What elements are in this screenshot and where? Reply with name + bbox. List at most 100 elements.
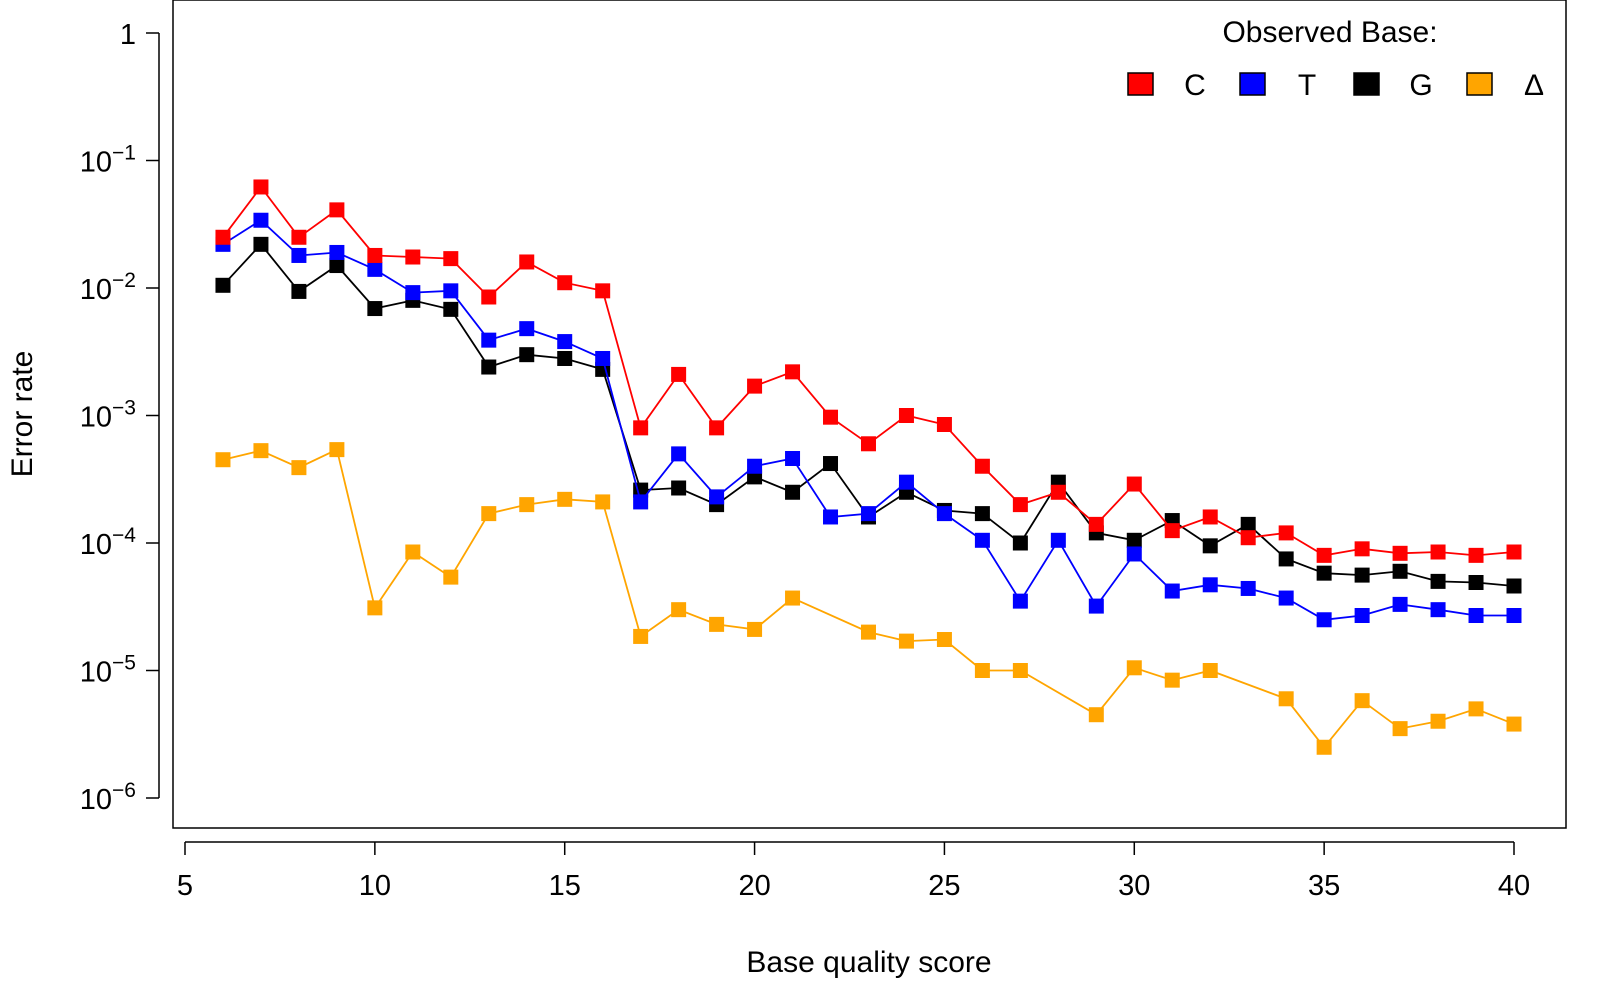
data-point	[1088, 707, 1104, 723]
data-point	[1506, 578, 1522, 594]
data-point	[785, 450, 801, 466]
data-point	[443, 301, 459, 317]
data-point	[291, 460, 307, 476]
data-point	[367, 301, 383, 317]
data-point	[443, 569, 459, 585]
data-point	[443, 283, 459, 299]
data-point	[709, 489, 725, 505]
data-point	[1506, 544, 1522, 560]
data-point	[671, 602, 687, 618]
series-t	[215, 212, 1522, 628]
data-point	[785, 484, 801, 500]
y-tick-label: 10−5	[80, 652, 136, 689]
data-point	[823, 456, 839, 472]
data-point	[1240, 530, 1256, 546]
data-point	[481, 506, 497, 522]
data-point	[1088, 598, 1104, 614]
legend-label: Δ	[1524, 69, 1544, 102]
data-point	[405, 249, 421, 265]
data-point	[1468, 701, 1484, 717]
data-point	[1202, 509, 1218, 525]
data-point	[1050, 532, 1066, 548]
data-point	[1126, 546, 1142, 562]
legend: Observed Base: C T G Δ	[1127, 16, 1544, 102]
data-point	[595, 283, 611, 299]
data-point	[785, 364, 801, 380]
data-point	[215, 277, 231, 293]
legend-swatch	[1353, 72, 1380, 96]
data-point	[1012, 593, 1028, 609]
data-point	[557, 334, 573, 350]
x-tick-label: 20	[738, 870, 770, 902]
legend-item: G	[1353, 69, 1433, 102]
y-tick-label: 10−3	[80, 397, 136, 434]
legend-item: T	[1239, 69, 1316, 102]
data-point	[1354, 567, 1370, 583]
y-tick-label: 10−2	[80, 269, 136, 306]
data-point	[709, 616, 725, 632]
legend-swatch	[1127, 72, 1154, 96]
data-point	[519, 347, 535, 363]
data-point	[747, 621, 763, 637]
data-point	[557, 350, 573, 366]
data-point	[367, 247, 383, 263]
data-point	[860, 506, 876, 522]
data-point	[1392, 545, 1408, 561]
data-point	[519, 321, 535, 337]
data-point	[898, 633, 914, 649]
x-tick-label: 15	[549, 870, 581, 902]
data-point	[747, 458, 763, 474]
legend-label: T	[1298, 69, 1316, 102]
data-point	[633, 628, 649, 644]
data-point	[481, 289, 497, 305]
legend-label: C	[1184, 69, 1206, 102]
data-point	[898, 408, 914, 423]
plot-frame	[172, 0, 1567, 829]
data-point	[1164, 583, 1180, 599]
data-point	[329, 202, 345, 218]
series-delta	[215, 442, 1522, 755]
data-point	[1430, 544, 1446, 560]
data-point	[633, 494, 649, 510]
x-tick-label: 40	[1498, 870, 1530, 902]
data-point	[557, 491, 573, 507]
data-point	[1392, 563, 1408, 579]
data-point	[1316, 565, 1332, 581]
data-point	[291, 229, 307, 245]
data-point	[1430, 602, 1446, 618]
x-tick-label: 10	[359, 870, 391, 902]
data-point	[595, 350, 611, 366]
data-point	[1430, 573, 1446, 589]
x-axis: 5 10 15 20 25 30 35 40	[177, 841, 1530, 902]
data-point	[1316, 547, 1332, 563]
data-point	[253, 236, 269, 252]
data-point	[747, 378, 763, 394]
data-point	[1088, 516, 1104, 532]
data-point	[1126, 532, 1142, 548]
data-point	[1316, 612, 1332, 628]
data-point	[1506, 716, 1522, 732]
legend-item: C	[1127, 69, 1206, 102]
data-point	[1468, 547, 1484, 563]
data-point	[1278, 525, 1294, 541]
data-point	[367, 600, 383, 616]
data-point	[481, 332, 497, 348]
data-point	[1164, 523, 1180, 539]
data-point	[1126, 660, 1142, 676]
data-point	[557, 275, 573, 291]
data-point	[1468, 608, 1484, 624]
data-point	[1164, 672, 1180, 688]
y-tick-label: 10−1	[80, 142, 136, 179]
data-point	[1012, 663, 1028, 678]
x-tick-label: 30	[1118, 870, 1150, 902]
data-point	[253, 179, 269, 195]
x-tick-label: 5	[177, 870, 193, 902]
legend-label: G	[1409, 69, 1432, 102]
data-point	[215, 229, 231, 245]
data-point	[1468, 575, 1484, 590]
data-point	[974, 532, 990, 548]
data-point	[1278, 590, 1294, 606]
data-point	[974, 506, 990, 522]
data-point	[1392, 721, 1408, 737]
